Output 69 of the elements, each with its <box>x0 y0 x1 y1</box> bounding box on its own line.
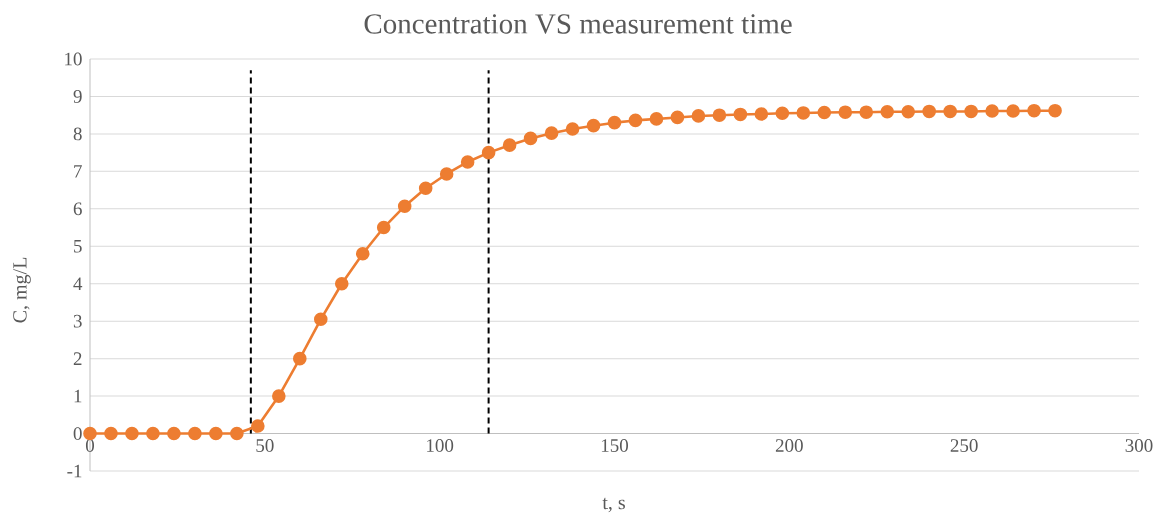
point <box>586 118 601 133</box>
point <box>188 426 202 441</box>
point <box>313 312 328 327</box>
y-tick-label: 10 <box>65 52 82 66</box>
x-tick-label: 100 <box>427 439 454 452</box>
point <box>397 199 412 213</box>
point <box>1048 103 1062 118</box>
point <box>880 105 895 119</box>
point <box>418 181 433 196</box>
point <box>754 107 769 121</box>
point <box>733 107 748 122</box>
point <box>251 419 265 433</box>
y-tick-label: 9 <box>73 90 82 103</box>
y-tick-label: 6 <box>73 202 82 216</box>
point <box>439 167 454 181</box>
point <box>712 108 727 122</box>
y-tick-label: -1 <box>67 464 82 478</box>
point <box>796 106 811 120</box>
y-axis-title: C, mg/L <box>13 257 31 323</box>
y-tick-label: 3 <box>73 314 82 328</box>
y-tick-label: 5 <box>74 239 82 253</box>
point <box>1027 103 1041 118</box>
y-tick-label: 4 <box>73 277 83 290</box>
point <box>859 105 874 119</box>
y-tick-label: 7 <box>74 165 82 178</box>
point <box>649 112 664 126</box>
x-tick-label: 200 <box>775 439 803 452</box>
point <box>817 105 832 120</box>
point <box>985 104 999 118</box>
point <box>460 155 475 169</box>
point <box>523 131 538 146</box>
point <box>167 426 181 441</box>
point <box>83 426 97 441</box>
point <box>775 106 790 121</box>
x-tick-label: 50 <box>256 439 274 452</box>
point <box>691 109 706 123</box>
point <box>1006 104 1020 118</box>
point <box>272 389 286 403</box>
point <box>544 126 559 140</box>
point <box>293 351 307 366</box>
x-tick-label: 150 <box>601 439 629 452</box>
point <box>607 115 622 130</box>
x-tick-label: 250 <box>950 439 978 452</box>
point <box>838 105 853 119</box>
point <box>355 246 370 261</box>
point <box>670 110 685 125</box>
y-tick-label: 8 <box>73 127 82 141</box>
point <box>481 145 496 160</box>
x-tick-label: 300 <box>1125 439 1153 452</box>
chart-title: Concentration VS measurement time <box>364 14 792 34</box>
point <box>376 220 391 235</box>
y-tick-label: 2 <box>73 352 82 365</box>
point <box>146 426 160 441</box>
point <box>502 138 517 152</box>
point <box>565 122 580 136</box>
x-tick-label: 0 <box>85 439 95 452</box>
point <box>209 426 223 441</box>
point <box>628 113 643 128</box>
y-tick-label: 1 <box>74 389 82 403</box>
y-tick-label: 0 <box>73 427 82 440</box>
x-axis-title: t, s <box>602 497 625 513</box>
point <box>125 426 139 441</box>
point <box>901 105 915 119</box>
point <box>230 426 244 441</box>
point <box>922 104 936 119</box>
point <box>943 104 957 119</box>
point <box>334 276 349 291</box>
point <box>104 426 118 441</box>
point <box>964 104 978 119</box>
